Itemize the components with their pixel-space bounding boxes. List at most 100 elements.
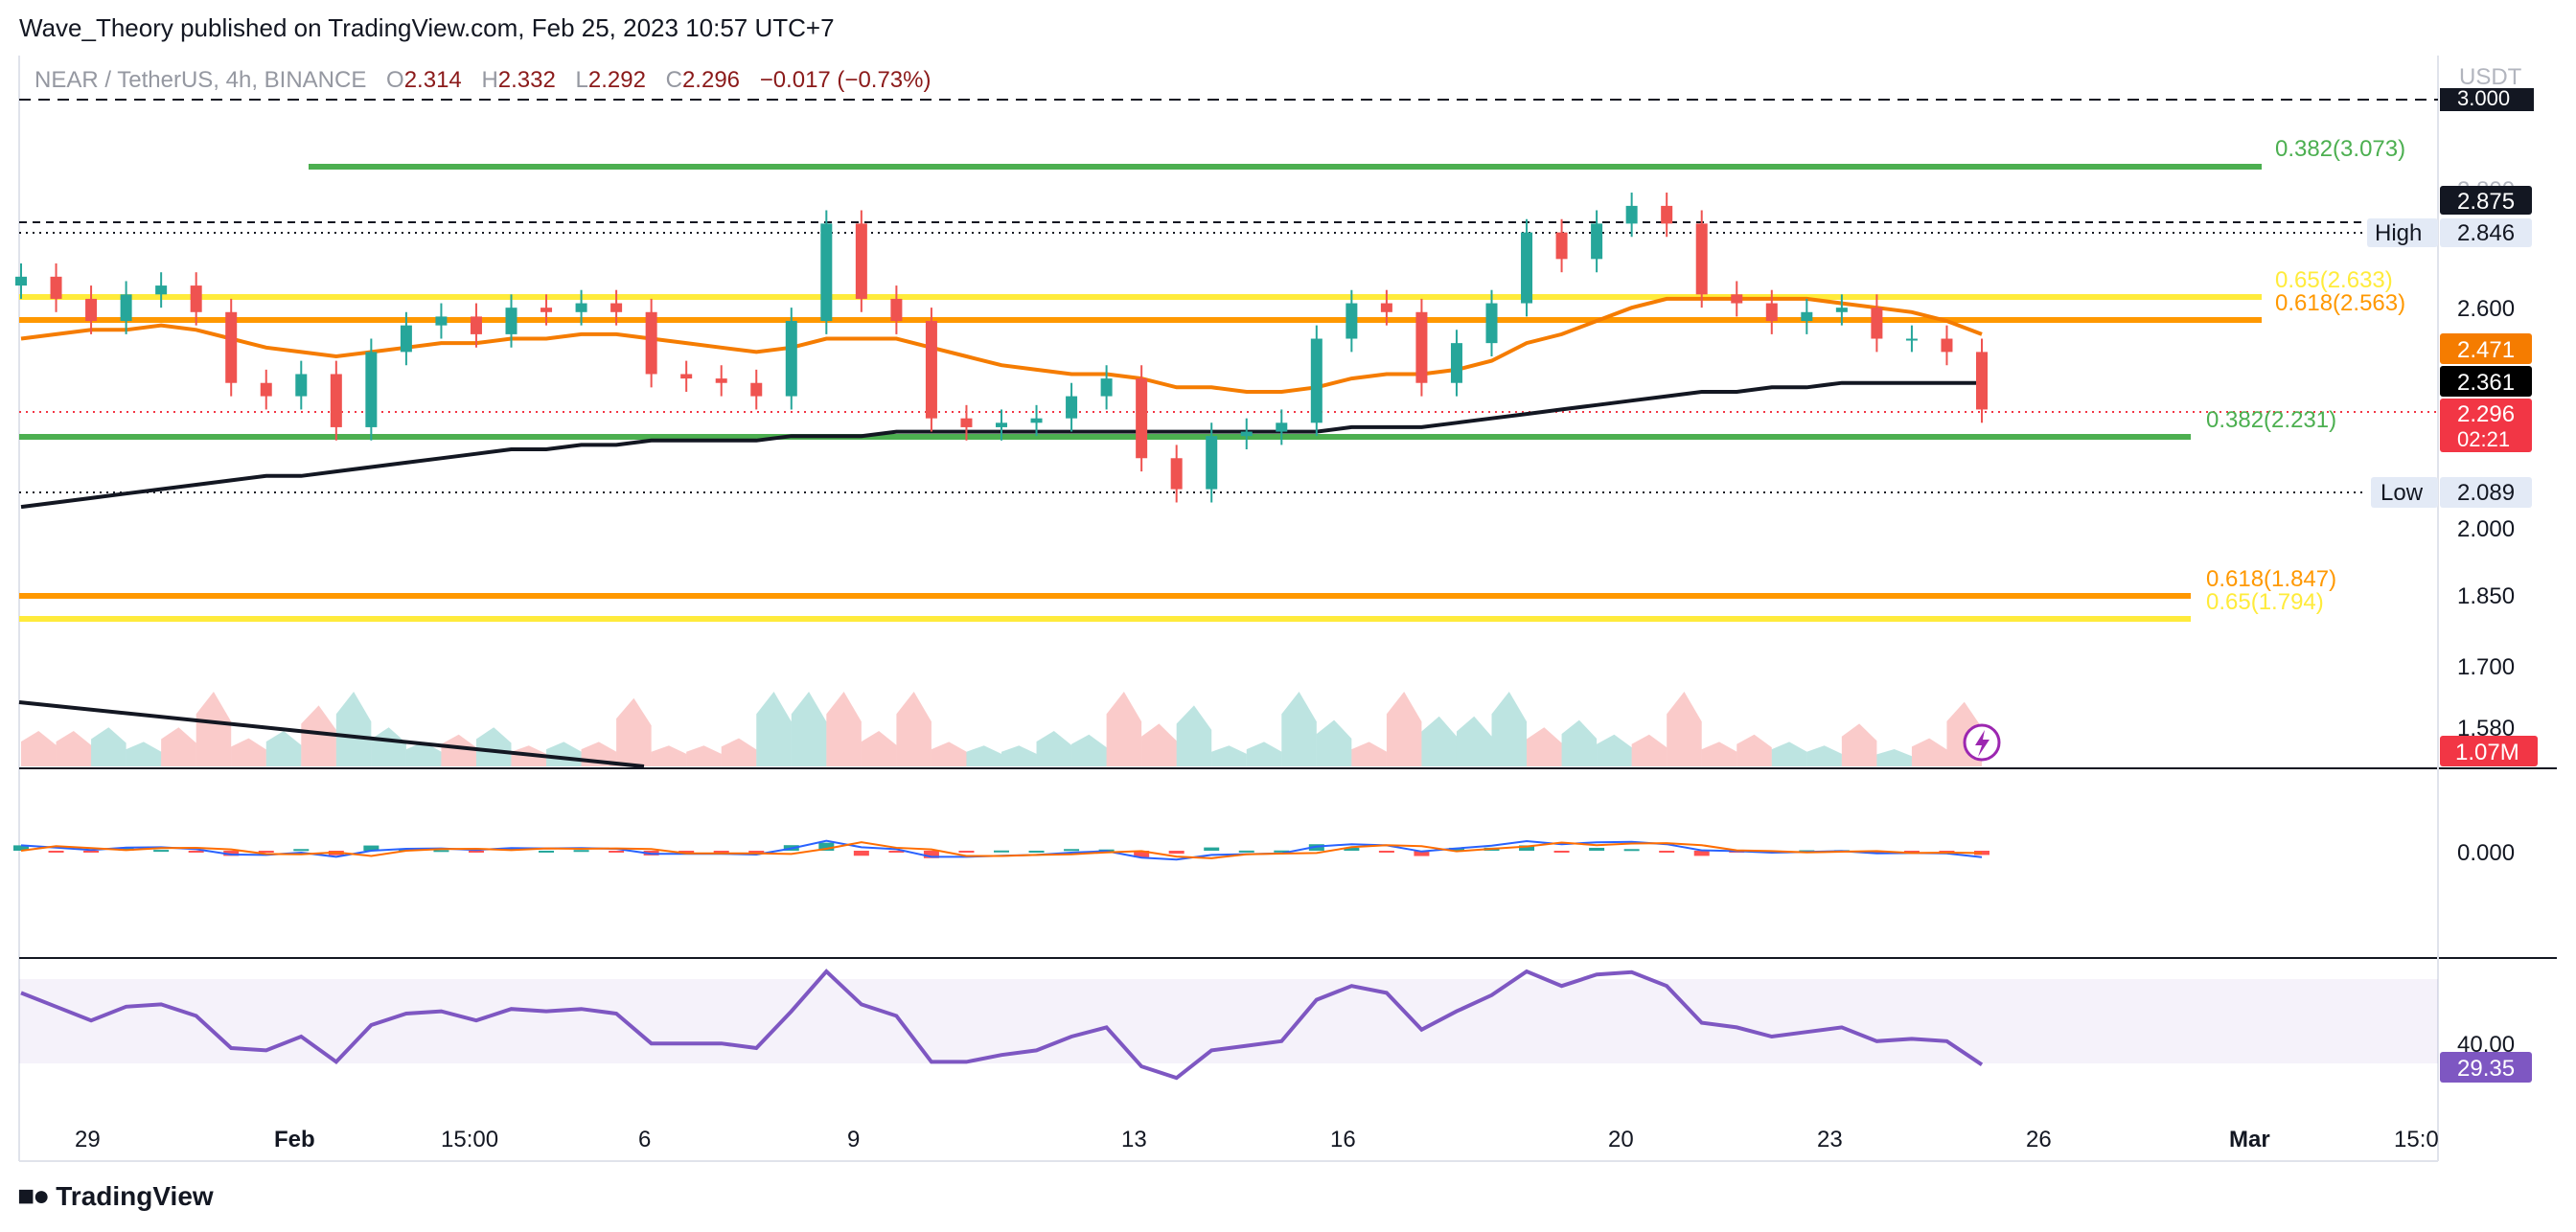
open-value: 2.314 <box>403 67 462 93</box>
volume-bar <box>1036 731 1072 766</box>
volume-bar <box>301 705 336 766</box>
candle-body[interactable] <box>295 374 308 397</box>
macd-histogram-bar <box>1134 851 1150 857</box>
rsi-path[interactable] <box>20 969 1984 1081</box>
candle-body[interactable] <box>155 285 168 295</box>
candle-body[interactable] <box>120 294 132 322</box>
candle-body[interactable] <box>505 308 518 334</box>
candle-body[interactable] <box>1765 303 1778 322</box>
price-tick-2000: 2.000 <box>2457 516 2515 542</box>
candle-body[interactable] <box>1976 352 1988 410</box>
candle-body[interactable] <box>1276 422 1288 432</box>
candle-body[interactable] <box>1310 338 1322 423</box>
high-value: 2.332 <box>497 67 556 93</box>
candle-body[interactable] <box>575 303 587 312</box>
low-label: Low <box>2380 480 2424 506</box>
candle-body[interactable] <box>925 321 937 419</box>
symbol-name[interactable]: NEAR / TetherUS, 4h, BINANCE <box>34 67 367 93</box>
candle-body[interactable] <box>1801 311 1813 322</box>
candle-body[interactable] <box>820 223 833 322</box>
macd-histogram-bar <box>433 850 449 853</box>
candle-body[interactable] <box>540 308 553 312</box>
macd-histogram-bar <box>1693 851 1710 856</box>
candle-body[interactable] <box>1066 396 1078 419</box>
volume-bar <box>1456 716 1492 766</box>
candle-body[interactable] <box>610 303 623 312</box>
ema-50-path[interactable] <box>20 296 1983 394</box>
tradingview-brand[interactable]: ■● TradingView <box>17 1180 214 1213</box>
candle-body[interactable] <box>645 311 657 375</box>
candle-body[interactable] <box>1136 378 1148 459</box>
time-label-6: 6 <box>638 1127 651 1152</box>
ema-200-line[interactable] <box>20 380 1982 510</box>
candle-body[interactable] <box>50 276 62 299</box>
time-label-9: 9 <box>847 1127 860 1152</box>
fib-label-0382-mid: 0.382(2.231) <box>2206 407 2336 433</box>
candle-body[interactable] <box>1661 205 1673 224</box>
candle-body[interactable] <box>715 378 727 383</box>
rsi-tag: 29.35 <box>2457 1056 2515 1082</box>
candle-body[interactable] <box>1415 311 1428 383</box>
candle-body[interactable] <box>1905 338 1918 341</box>
candle-body[interactable] <box>1591 223 1603 260</box>
candle-body[interactable] <box>1030 418 1043 423</box>
volume-bar <box>896 692 932 766</box>
time-label-16: 16 <box>1330 1127 1356 1152</box>
low-value: 2.292 <box>587 67 646 93</box>
candle-body[interactable] <box>470 316 482 334</box>
lightning-icon[interactable] <box>1963 723 2001 762</box>
candle-body[interactable] <box>260 382 272 397</box>
candle-body[interactable] <box>1485 303 1498 344</box>
candle-body[interactable] <box>1521 232 1533 304</box>
macd-histogram-bar <box>223 851 240 856</box>
candle-body[interactable] <box>750 382 763 397</box>
candle-body[interactable] <box>680 374 693 379</box>
candle-body[interactable] <box>190 285 202 312</box>
candle-body[interactable] <box>1100 378 1113 397</box>
macd-histogram-bar <box>153 850 170 853</box>
candle-body[interactable] <box>225 311 238 383</box>
volume-trendline[interactable] <box>18 700 645 768</box>
macd-histogram-bar <box>468 851 484 853</box>
candle-body[interactable] <box>365 352 378 427</box>
macd-histogram-bar <box>13 845 29 851</box>
candle-body[interactable] <box>785 321 797 397</box>
macd-histogram-bar <box>609 851 625 853</box>
candle-body[interactable] <box>1835 308 1848 312</box>
fib-label-0618-top: 0.618(2.563) <box>2275 290 2405 316</box>
candle-body[interactable] <box>960 418 973 427</box>
candle-body[interactable] <box>1941 338 1953 353</box>
macd-signal-line[interactable] <box>20 841 1983 859</box>
candle-body[interactable] <box>1731 294 1743 304</box>
candle-body[interactable] <box>1206 436 1218 490</box>
candle-body[interactable] <box>1240 431 1253 437</box>
candle-body[interactable] <box>1871 308 1883 339</box>
volume-bar <box>21 731 57 766</box>
candle-body[interactable] <box>855 223 867 299</box>
candle-body[interactable] <box>1695 223 1708 295</box>
candle-body[interactable] <box>1346 303 1358 339</box>
volume-bar <box>126 741 162 766</box>
candle-body[interactable] <box>330 374 342 427</box>
candle-body[interactable] <box>1450 343 1462 383</box>
ema-50-line[interactable] <box>20 296 1983 394</box>
candle-body[interactable] <box>400 325 412 353</box>
candle-body[interactable] <box>85 298 98 322</box>
macd-histogram-bar <box>1589 847 1605 851</box>
candle-body[interactable] <box>996 422 1007 427</box>
candlesticks[interactable] <box>15 193 1988 503</box>
candle-body[interactable] <box>890 298 903 322</box>
volume-bar <box>1141 723 1177 766</box>
candle-body[interactable] <box>15 276 27 286</box>
volume-bar <box>1911 738 1947 766</box>
candle-body[interactable] <box>1555 232 1568 260</box>
candle-body[interactable] <box>1170 458 1183 490</box>
candle-body[interactable] <box>1625 205 1638 224</box>
ema-black-tag-bg <box>2440 366 2532 397</box>
candle-body[interactable] <box>1380 303 1392 312</box>
candle-body[interactable] <box>435 316 448 326</box>
ema-200-path[interactable] <box>20 380 1982 510</box>
rsi-line[interactable] <box>20 969 1984 1081</box>
brand-name: TradingView <box>56 1181 214 1211</box>
